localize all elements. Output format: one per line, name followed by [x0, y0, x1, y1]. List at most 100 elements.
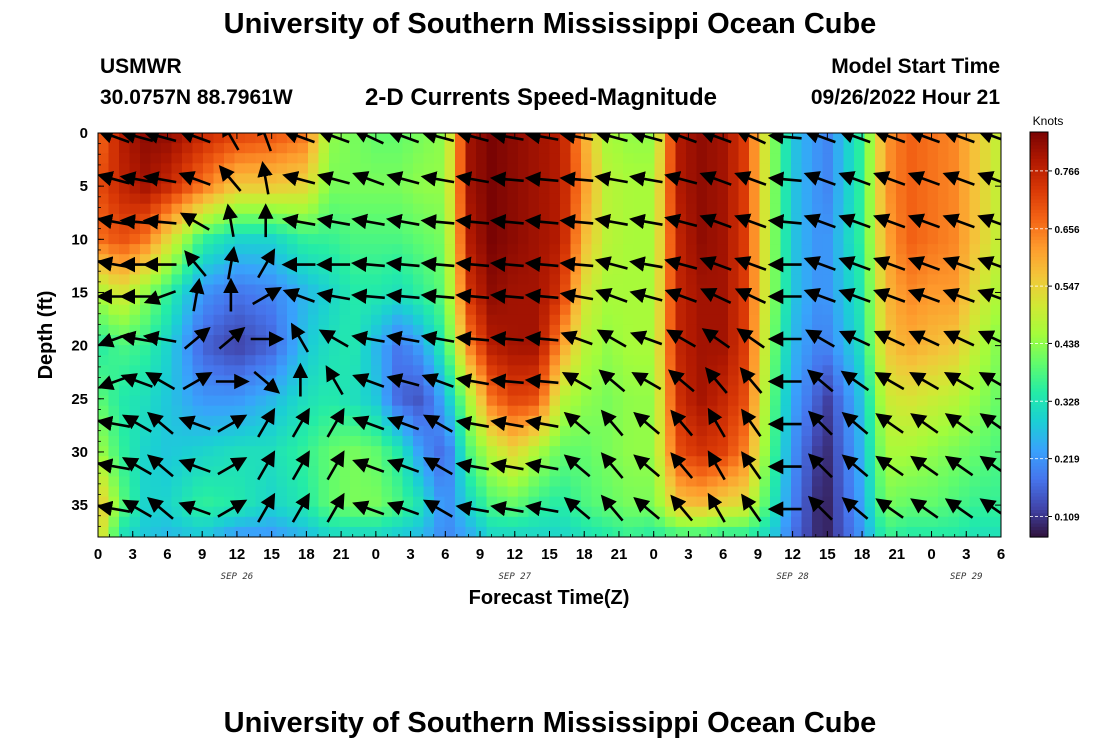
heatmap-cell: [161, 415, 173, 427]
heatmap-cell: [654, 284, 666, 296]
heatmap-cell: [707, 466, 719, 477]
heatmap-cell: [192, 415, 204, 427]
heatmap-cell: [150, 324, 162, 336]
heatmap-cell: [854, 496, 866, 508]
heatmap-cell: [854, 395, 866, 407]
heatmap-cell: [465, 203, 477, 215]
heatmap-cell: [938, 163, 950, 174]
heatmap-cell: [465, 274, 477, 286]
heatmap-cell: [507, 153, 519, 164]
heatmap-cell: [854, 173, 866, 185]
colorbar-segment: [1030, 321, 1048, 325]
heatmap-cell: [570, 516, 582, 528]
heatmap-cell: [518, 163, 530, 174]
heatmap-cell: [476, 173, 488, 185]
heatmap-cell: [287, 506, 299, 518]
heatmap-cell: [707, 203, 719, 215]
heatmap-cell: [413, 476, 425, 488]
heatmap-cell: [297, 183, 309, 195]
heatmap-cell: [665, 264, 677, 275]
heatmap-cell: [224, 294, 236, 306]
heatmap-cell: [707, 425, 719, 437]
heatmap-cell: [833, 234, 845, 245]
heatmap-cell: [339, 456, 351, 467]
heatmap-cell: [665, 526, 677, 537]
heatmap-cell: [927, 355, 939, 366]
heatmap-cell: [444, 405, 456, 417]
heatmap-cell: [203, 193, 215, 205]
heatmap-cell: [402, 254, 414, 265]
heatmap-cell: [360, 183, 372, 195]
heatmap-cell: [444, 496, 456, 508]
heatmap-cell: [854, 264, 866, 275]
heatmap-cell: [245, 365, 257, 376]
heatmap-cell: [528, 526, 540, 537]
heatmap-cell: [245, 526, 257, 537]
heatmap-cell: [927, 375, 939, 387]
heatmap-cell: [98, 183, 110, 195]
heatmap-cell: [885, 365, 897, 376]
heatmap-cell: [917, 446, 929, 457]
current-vector: [909, 372, 940, 391]
heatmap-cell: [938, 496, 950, 508]
x-tick-label: 6: [719, 546, 727, 563]
heatmap-cell: [717, 143, 729, 154]
heatmap-cell: [528, 203, 540, 215]
heatmap-cell: [906, 143, 918, 154]
x-axis-title: Forecast Time(Z): [469, 587, 630, 609]
heatmap-cell: [822, 405, 834, 417]
heatmap-cell: [486, 365, 498, 376]
heatmap-cell: [927, 254, 939, 265]
colorbar-tick-label: 0.328: [1054, 397, 1079, 408]
heatmap-cell: [203, 213, 215, 225]
heatmap-cell: [885, 314, 897, 326]
heatmap-cell: [717, 415, 729, 427]
current-vector: [352, 133, 384, 145]
heatmap-cell: [675, 274, 687, 286]
heatmap-cell: [203, 496, 215, 508]
heatmap-cell: [98, 345, 110, 356]
heatmap-cell: [738, 476, 750, 488]
heatmap-cell: [759, 244, 771, 255]
heatmap-cell: [329, 385, 341, 397]
current-vector: [252, 287, 282, 306]
heatmap-cell: [444, 355, 456, 366]
heatmap-cell: [413, 496, 425, 508]
heatmap-cell: [633, 526, 645, 537]
heatmap-cell: [938, 193, 950, 205]
heatmap-cell: [896, 254, 908, 265]
heatmap-cell: [969, 173, 981, 185]
heatmap-cell: [560, 153, 572, 164]
heatmap-cell: [896, 133, 908, 144]
heatmap-cell: [644, 153, 656, 164]
heatmap-cell: [444, 143, 456, 154]
heatmap-cell: [854, 365, 866, 376]
heatmap-cell: [780, 365, 792, 376]
heatmap-cell: [371, 466, 383, 477]
heatmap-cell: [108, 254, 120, 265]
heatmap-cell: [434, 274, 446, 286]
heatmap-cell: [161, 496, 173, 508]
heatmap-cell: [465, 436, 477, 447]
heatmap-cell: [360, 446, 372, 457]
heatmap-cell: [654, 456, 666, 467]
colorbar-segment: [1030, 499, 1048, 504]
heatmap-cell: [560, 365, 572, 376]
heatmap-cell: [276, 516, 288, 528]
heatmap-cell: [738, 436, 750, 447]
heatmap-cell: [591, 526, 603, 537]
heatmap-cell: [182, 324, 194, 336]
heatmap-cell: [329, 213, 341, 225]
heatmap-cell: [329, 476, 341, 488]
heatmap-cell: [434, 395, 446, 407]
heatmap-cell: [276, 365, 288, 376]
heatmap-cell: [287, 516, 299, 528]
heatmap-cell: [192, 496, 204, 508]
heatmap-cell: [497, 405, 509, 417]
heatmap-cell: [612, 446, 624, 457]
heatmap-cell: [738, 153, 750, 164]
heatmap-cell: [728, 234, 740, 245]
heatmap-cell: [371, 284, 383, 296]
heatmap-cell: [161, 163, 173, 174]
heatmap-cell: [402, 526, 414, 537]
